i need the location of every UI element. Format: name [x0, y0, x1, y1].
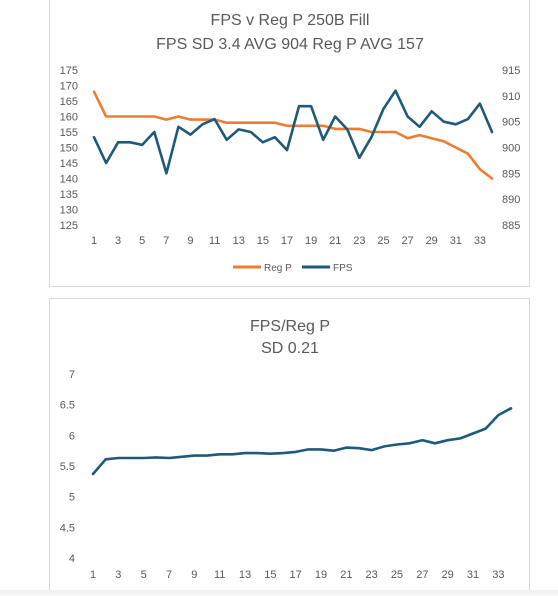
x-tick-label: 7: [163, 235, 169, 247]
legend-label-fps: FPS: [333, 263, 353, 274]
x-tick-label: 29: [442, 569, 454, 581]
right-tick-label: 915: [502, 65, 520, 77]
x-tick-label: 15: [257, 235, 269, 247]
x-tick-label: 21: [329, 235, 341, 247]
series-line-ratio: [91, 407, 513, 476]
series-lines: [91, 407, 513, 476]
x-tick-label: 13: [233, 235, 245, 247]
x-tick-label: 19: [305, 235, 317, 247]
x-tick-label: 3: [115, 569, 121, 581]
x-tick-label: 3: [115, 235, 121, 247]
x-tick-label: 27: [416, 569, 428, 581]
right-tick-label: 910: [502, 91, 520, 103]
left-tick-label: 125: [60, 220, 78, 232]
left-tick-label: 155: [60, 127, 78, 139]
x-tick-label: 21: [340, 569, 352, 581]
x-tick-label: 17: [281, 235, 293, 247]
series-line-fps: [92, 89, 494, 175]
window-bottom-strip: [0, 590, 558, 595]
x-tick-label: 25: [391, 569, 403, 581]
x-tick-label: 13: [239, 569, 251, 581]
left-tick-label: 140: [60, 174, 78, 186]
left-tick-label: 160: [60, 112, 78, 124]
x-tick-label: 23: [353, 235, 365, 247]
left-tick-label: 165: [60, 96, 78, 108]
x-tick-label: 17: [290, 569, 302, 581]
x-tick-label: 9: [187, 235, 193, 247]
y-tick-label: 6.5: [60, 400, 75, 412]
y-tick-label: 4: [69, 553, 75, 565]
right-tick-label: 905: [502, 117, 520, 129]
left-tick-label: 150: [60, 143, 78, 155]
y-tick-label: 6: [69, 430, 75, 442]
x-axis-ticks: 1 3 5 7 9 11 13 15 17 19 21 23 25 27 29 31 33: [90, 569, 505, 581]
fps-per-regp-plot: FPS/Reg P SD 0.21 44.555.566.57 1 3 5 7 9 11 1…: [60, 318, 513, 581]
right-axis-ticks: 885 890 895 900 905 910 915: [502, 65, 520, 232]
right-tick-label: 900: [502, 143, 520, 155]
x-tick-label: 23: [366, 569, 378, 581]
left-tick-label: 135: [60, 189, 78, 201]
x-tick-label: 1: [90, 569, 96, 581]
x-tick-label: 15: [264, 569, 276, 581]
x-tick-label: 29: [426, 235, 438, 247]
x-tick-label: 31: [467, 569, 479, 581]
y-tick-label: 5: [69, 492, 75, 504]
series-lines: [92, 89, 494, 180]
right-tick-label: 890: [502, 194, 520, 206]
fps-vs-regp-plot: FPS v Reg P 250B Fill FPS SD 3.4 AVG 904…: [60, 12, 521, 274]
x-tick-label: 7: [166, 569, 172, 581]
left-tick-label: 130: [60, 205, 78, 217]
legend: Reg P FPS: [233, 263, 353, 274]
left-tick-label: 175: [60, 65, 78, 77]
y-tick-label: 7: [69, 369, 75, 381]
chart-subtitle: SD 0.21: [261, 340, 319, 357]
x-tick-label: 11: [214, 569, 225, 581]
x-axis-ticks: 1 3 5 7 9 11 13 15 17 19 21 23 25 27 29 31 33: [91, 235, 486, 247]
legend-label-reg-p: Reg P: [264, 263, 292, 274]
chart-title: FPS v Reg P 250B Fill: [211, 12, 370, 29]
x-tick-label: 31: [450, 235, 462, 247]
x-tick-label: 33: [474, 235, 486, 247]
left-axis-ticks: 125 130 135 140 145 150 155 160 165 170 175: [60, 65, 78, 232]
y-tick-label: 4.5: [60, 522, 75, 534]
fps-vs-regp-chart: FPS v Reg P 250B Fill FPS SD 3.4 AVG 904…: [49, 0, 530, 287]
y-axis-ticks: 4 4.5 5 5.5 6 6.5 7: [60, 369, 75, 565]
x-tick-label: 1: [91, 235, 97, 247]
x-tick-label: 25: [377, 235, 389, 247]
x-tick-label: 11: [209, 235, 220, 247]
x-tick-label: 9: [191, 569, 197, 581]
right-tick-label: 895: [502, 168, 520, 180]
series-line-reg-p: [92, 90, 494, 180]
x-tick-label: 5: [139, 235, 145, 247]
y-tick-label: 5.5: [60, 461, 75, 473]
right-tick-label: 885: [502, 220, 520, 232]
left-tick-label: 145: [60, 158, 78, 170]
x-tick-label: 5: [141, 569, 147, 581]
x-tick-label: 19: [315, 569, 327, 581]
chart-subtitle: FPS SD 3.4 AVG 904 Reg P AVG 157: [156, 36, 424, 53]
x-tick-label: 27: [401, 235, 413, 247]
fps-per-regp-chart: FPS/Reg P SD 0.21 4 4.5 5 5.5 6 6.5 7 1 3 5 7 9 11 1…: [49, 298, 530, 595]
chart-title: FPS/Reg P: [250, 318, 330, 335]
left-tick-label: 170: [60, 81, 78, 93]
x-tick-label: 33: [492, 569, 504, 581]
